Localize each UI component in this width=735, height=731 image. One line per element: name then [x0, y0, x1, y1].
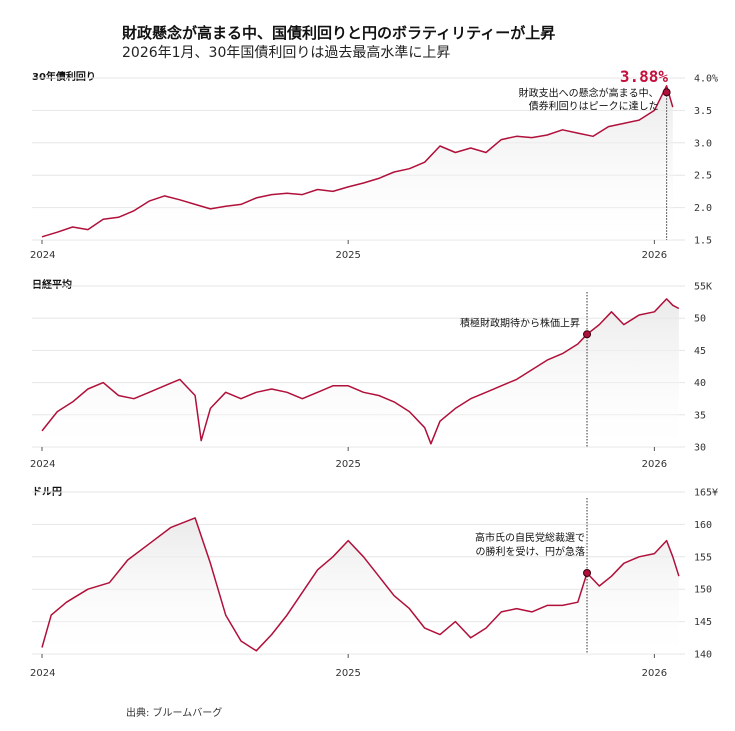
chart-subtitle: 2026年1月、30年国債利回りは過去最高水準に上昇: [122, 44, 450, 61]
y-tick-label: 2.5: [694, 171, 712, 182]
y-tick-label: 50: [694, 314, 706, 325]
y-tick-label: 55K: [694, 282, 712, 293]
y-tick-label: 165¥: [694, 488, 718, 499]
y-tick-label: 45: [694, 346, 706, 357]
y-tick-label: 145: [694, 617, 712, 628]
y-tick-label: 4.0%: [694, 74, 718, 85]
panel-label: 日経平均: [32, 278, 72, 291]
y-tick-label: 155: [694, 552, 712, 563]
series-line: [41, 85, 674, 238]
chart-title: 財政懸念が高まる中、国債利回りと円のボラティリティーが上昇: [121, 24, 555, 42]
y-tick-label: 150: [694, 585, 712, 596]
annotation-text: 高市氏の自民党総裁選で: [475, 531, 585, 544]
y-tick-label: 35: [694, 410, 706, 421]
x-tick-label: 2026: [642, 459, 667, 470]
series-area: [42, 517, 679, 654]
annotation-marker: [583, 569, 592, 577]
series-area: [42, 298, 679, 447]
y-tick-label: 2.0: [694, 203, 712, 214]
annotation-text: の勝利を受け、円が急落: [476, 545, 586, 558]
annotation-text: 債券利回りはピークに達した: [529, 99, 659, 112]
y-tick-label: 30: [694, 443, 706, 454]
x-tick-label: 2025: [335, 459, 360, 470]
annotation-text: 財政支出への懸念が高まる中、: [519, 86, 659, 99]
panel-1: 30年債利回り 1.5 2.0 2.5 3.0 3.5 4.0% 2024 2025 2026 財政…: [30, 67, 718, 261]
x-tick-label: 2024: [30, 459, 55, 470]
series-line: [41, 517, 680, 652]
y-tick-label: 160: [694, 520, 712, 531]
x-tick-label: 2026: [642, 250, 667, 261]
series-area: [42, 85, 673, 240]
annotation-marker: [662, 88, 671, 97]
panel-label: 30年債利回り: [32, 70, 96, 83]
y-tick-label: 3.0: [694, 138, 712, 149]
highlight-value: 3.88%: [620, 67, 669, 86]
y-tick-label: 1.5: [694, 236, 712, 247]
source-note: 出典: ブルームバーグ: [126, 706, 222, 719]
annotation-marker: [583, 330, 592, 339]
y-tick-label: 3.5: [694, 106, 712, 117]
x-tick-label: 2024: [30, 668, 55, 679]
panel-2: 日経平均 30 35 40 45 50 55K 2024 2025 2026 積極財政期待から株価上…: [30, 278, 712, 470]
x-tick-label: 2025: [335, 250, 360, 261]
y-tick-label: 40: [694, 378, 706, 389]
x-tick-label: 2026: [642, 668, 667, 679]
series-line: [41, 298, 680, 445]
y-tick-label: 140: [694, 650, 712, 661]
annotation-text: 積極財政期待から株価上昇: [460, 316, 580, 329]
x-tick-label: 2024: [30, 250, 55, 261]
x-tick-label: 2025: [335, 668, 360, 679]
